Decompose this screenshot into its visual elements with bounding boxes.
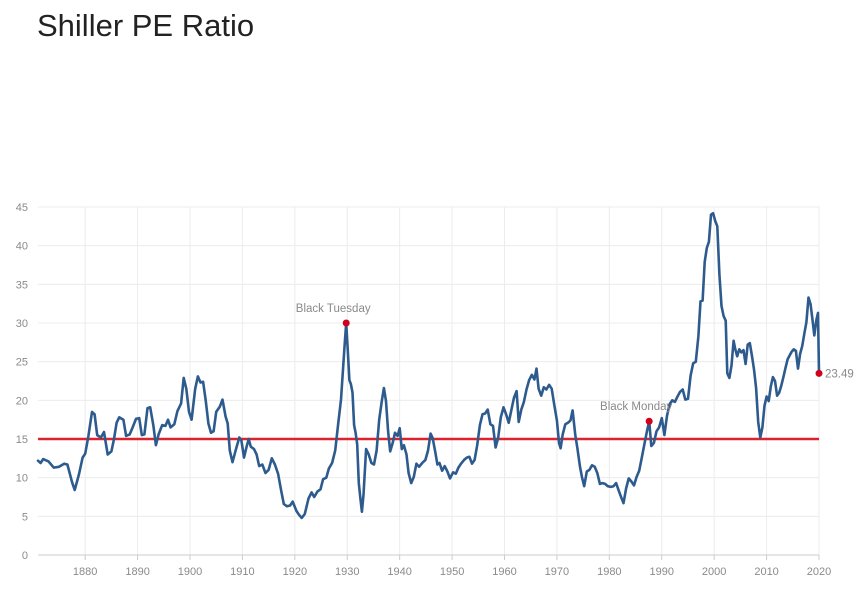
- x-tick-label: 1910: [230, 566, 254, 578]
- y-tick-label: 25: [16, 357, 28, 369]
- chart-title: Shiller PE Ratio: [37, 8, 255, 43]
- x-tick-label: 2010: [754, 566, 778, 578]
- y-tick-label: 5: [22, 511, 28, 523]
- y-tick-label: 45: [16, 202, 28, 214]
- y-tick-label: 0: [22, 550, 28, 562]
- annotation-marker: [645, 417, 653, 425]
- x-tick-label: 2020: [807, 566, 831, 578]
- x-tick-label: 2000: [702, 566, 726, 578]
- grid-layer: [38, 206, 820, 555]
- x-tick-label: 1900: [178, 566, 202, 578]
- x-tick-label: 1880: [73, 566, 97, 578]
- annotation-layer: Black Tuesday Black Monday 23.49: [296, 303, 854, 425]
- series-line: [36, 211, 821, 520]
- y-tick-label: 10: [16, 473, 28, 485]
- y-tick-label: 30: [16, 318, 28, 330]
- x-tick-label: 1930: [335, 566, 359, 578]
- annotation-label: 23.49: [825, 368, 854, 380]
- annotation-marker: [815, 369, 823, 377]
- y-tick-label: 20: [16, 395, 28, 407]
- x-tick-label: 1920: [283, 566, 307, 578]
- x-tick-label: 1980: [597, 566, 621, 578]
- x-tick-label: 1990: [650, 566, 674, 578]
- y-tick-label: 35: [16, 279, 28, 291]
- series-layer: [36, 211, 821, 520]
- x-tick-label: 1890: [125, 566, 149, 578]
- y-tick-label: 15: [16, 434, 28, 446]
- annotation-label: Black Monday: [600, 401, 672, 413]
- axis-layer: 0 5 10 15 20 25 30 35 40 45 1880 1890 1900 1910 1920 19…: [16, 202, 831, 578]
- y-tick-label: 40: [16, 241, 28, 253]
- x-tick-label: 1970: [545, 566, 569, 578]
- x-tick-label: 1960: [492, 566, 516, 578]
- x-tick-label: 1940: [387, 566, 411, 578]
- x-tick-label: 1950: [440, 566, 464, 578]
- annotation-marker: [342, 319, 350, 327]
- annotation-label: Black Tuesday: [296, 303, 371, 315]
